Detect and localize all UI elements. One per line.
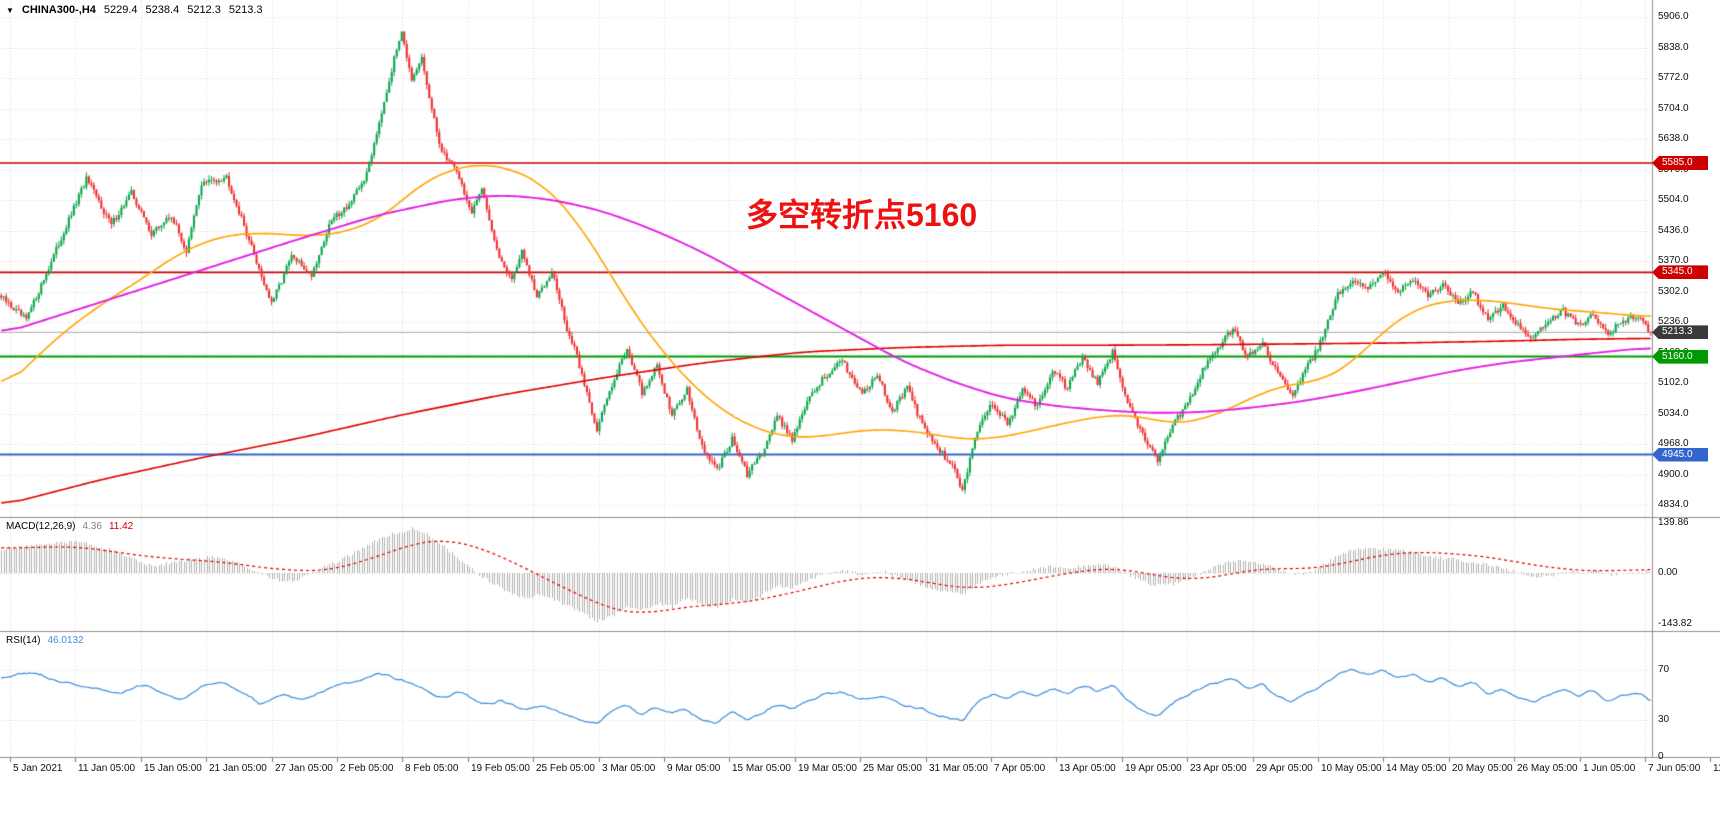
- time-axis-label: 23 Apr 05:00: [1190, 763, 1247, 774]
- time-axis-label: 26 May 05:00: [1517, 763, 1578, 774]
- time-axis-label: 21 Jan 05:00: [209, 763, 267, 774]
- price-axis-tick: 5236.0: [1658, 315, 1689, 327]
- symbol-info-bar: ▼ CHINA300-,H4 5229.4 5238.4 5212.3 5213…: [6, 4, 263, 16]
- price-axis-tick: 5704.0: [1658, 102, 1689, 114]
- time-axis-label: 7 Apr 05:00: [994, 763, 1046, 774]
- price-axis-tick: 5906.0: [1658, 10, 1689, 22]
- time-axis-label: 29 Apr 05:00: [1256, 763, 1313, 774]
- price-axis-tick: 5838.0: [1658, 41, 1689, 53]
- time-axis-label: 3 Mar 05:00: [602, 763, 656, 774]
- price-badge: 4945.0: [1652, 447, 1708, 462]
- time-axis-label: 19 Mar 05:00: [798, 763, 857, 774]
- rsi-indicator-label: RSI(14) 46.0132: [6, 635, 84, 646]
- time-axis-label: 5 Jan 2021: [13, 763, 63, 774]
- price-axis-tick: 5772.0: [1658, 71, 1689, 83]
- time-axis-label: 2 Feb 05:00: [340, 763, 394, 774]
- time-axis-label: 25 Mar 05:00: [863, 763, 922, 774]
- chart-annotation[interactable]: 多空转折点5160: [746, 197, 978, 233]
- ohlc-high: 5238.4: [145, 4, 180, 16]
- price-badge: 5160.0: [1652, 349, 1708, 364]
- price-axis-tick: 5302.0: [1658, 285, 1689, 297]
- price-axis-tick: 4968.0: [1658, 438, 1689, 450]
- time-axis-label: 15 Mar 05:00: [732, 763, 791, 774]
- macd-name: MACD(12,26,9): [6, 521, 76, 532]
- price-axis-tick: 5370.0: [1658, 254, 1689, 266]
- macd-axis-tick: 0.00: [1658, 567, 1678, 579]
- time-axis-label: 1 Jun 05:00: [1583, 763, 1636, 774]
- time-axis-label: 10 May 05:00: [1321, 763, 1382, 774]
- time-axis-label: 25 Feb 05:00: [536, 763, 595, 774]
- symbol-name: CHINA300-,H4: [21, 4, 96, 16]
- rsi-axis-tick: 70: [1658, 663, 1670, 675]
- price-badge: 5345.0: [1652, 265, 1708, 280]
- price-badge: 5213.3: [1652, 325, 1708, 340]
- macd-axis-tick: 139.86: [1658, 517, 1689, 529]
- time-axis-label: 11 Jun 05:00: [1713, 763, 1720, 774]
- rsi-value: 46.0132: [47, 635, 84, 646]
- time-axis-label: 19 Feb 05:00: [471, 763, 530, 774]
- time-axis-label: 19 Apr 05:00: [1125, 763, 1182, 774]
- rsi-axis-tick: 30: [1658, 713, 1670, 725]
- rsi-name: RSI(14): [6, 635, 41, 646]
- time-axis-label: 20 May 05:00: [1452, 763, 1513, 774]
- price-badge: 5585.0: [1652, 156, 1708, 171]
- macd-signal-value: 11.42: [108, 521, 134, 532]
- macd-axis-tick: -143.82: [1658, 618, 1692, 630]
- price-axis-tick: 5034.0: [1658, 407, 1689, 419]
- ohlc-open: 5229.4: [103, 4, 138, 16]
- rsi-axis-tick: 0: [1658, 751, 1664, 762]
- price-axis-tick: 4900.0: [1658, 469, 1689, 480]
- price-axis-tick: 5638.0: [1658, 132, 1689, 144]
- time-axis-label: 15 Jan 05:00: [144, 763, 202, 774]
- time-axis-label: 8 Feb 05:00: [405, 763, 459, 774]
- time-axis-label: 31 Mar 05:00: [929, 763, 988, 774]
- symbol-marker-icon: ▼: [6, 5, 14, 15]
- time-axis-label: 13 Apr 05:00: [1059, 763, 1116, 774]
- time-axis-label: 9 Mar 05:00: [667, 763, 721, 774]
- price-axis-tick: 5102.0: [1658, 377, 1689, 388]
- time-axis-label: 11 Jan 05:00: [78, 763, 136, 774]
- ohlc-close: 5213.3: [228, 4, 263, 16]
- time-axis-label: 27 Jan 05:00: [275, 763, 333, 774]
- time-axis-label: 7 Jun 05:00: [1648, 763, 1701, 774]
- price-axis-tick: 4834.0: [1658, 499, 1689, 511]
- macd-value: 4.36: [82, 521, 102, 532]
- time-axis-label: 14 May 05:00: [1386, 763, 1447, 774]
- price-axis-tick: 5504.0: [1658, 193, 1689, 205]
- ohlc-low: 5212.3: [187, 4, 221, 16]
- macd-indicator-label: MACD(12,26,9) 4.36 11.42: [6, 521, 133, 532]
- price-axis-tick: 5436.0: [1658, 224, 1689, 236]
